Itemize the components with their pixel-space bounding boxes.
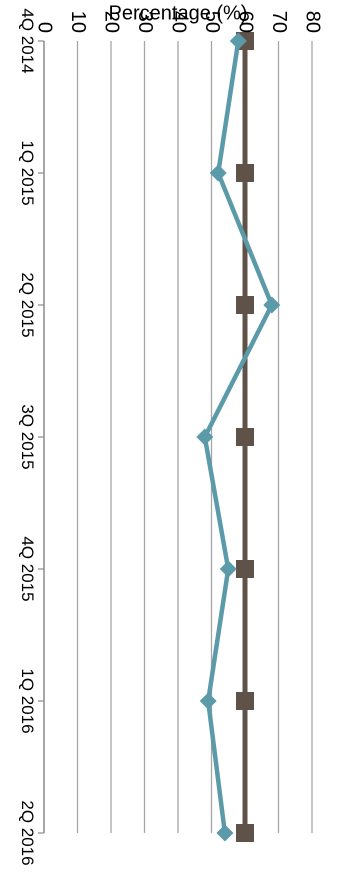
y-tick-label: 40 (168, 11, 190, 33)
series-1-point (196, 428, 214, 446)
series-2-point (236, 560, 254, 578)
x-tick-label: 4Q 2014 (18, 8, 37, 73)
x-axis-ticks: 4Q 2014 1Q 2015 2Q 2015 3Q 2015 4Q 2015 1Q 20… (18, 8, 44, 866)
series-2-point (236, 296, 254, 314)
x-tick-label: 1Q 2015 (18, 140, 37, 205)
series-1-point (219, 560, 237, 578)
series-1-point (199, 692, 217, 710)
y-tick-label: 30 (134, 11, 156, 33)
series-1-point (263, 296, 281, 314)
y-tick-label: 10 (67, 11, 89, 33)
y-tick-label: 80 (302, 11, 324, 33)
x-tick-label: 2Q 2015 (18, 272, 37, 337)
x-tick-label: 4Q 2015 (18, 536, 37, 601)
series-2-point (236, 824, 254, 842)
y-tick-label: 20 (101, 11, 123, 33)
series-1-point (209, 164, 227, 182)
x-tick-label: 3Q 2015 (18, 404, 37, 469)
series-2-point (236, 692, 254, 710)
y-tick-label: 70 (268, 11, 290, 33)
y-tick-label: 0 (34, 22, 56, 33)
y-axis-ticks: 0 10 20 30 40 50 60 70 80 (34, 11, 324, 33)
series-1 (196, 32, 281, 842)
series-1-point (229, 32, 247, 50)
gridlines (43, 41, 313, 833)
x-tick-label: 2Q 2016 (18, 800, 37, 865)
y-tick-label: 60 (235, 11, 257, 33)
series-layer (196, 32, 281, 842)
series-2 (236, 32, 254, 842)
series-2-point (236, 428, 254, 446)
series-1-point (216, 824, 234, 842)
y-axis-label: Percentage (%) (109, 2, 248, 24)
y-tick-label: 50 (201, 11, 223, 33)
x-tick-label: 1Q 2016 (18, 668, 37, 733)
series-2-point (236, 164, 254, 182)
